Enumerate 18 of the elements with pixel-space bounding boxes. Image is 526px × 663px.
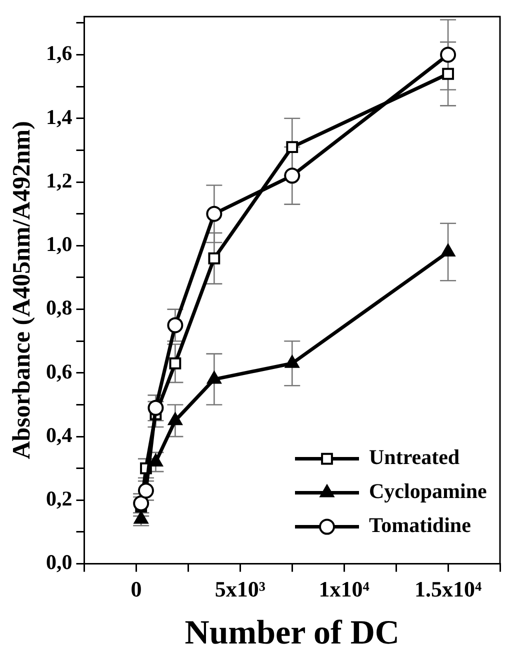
y-tick-label: 0,4 <box>46 422 73 447</box>
x-axis-title: Number of DC <box>184 614 400 652</box>
y-tick-label: 0,2 <box>46 486 72 511</box>
y-tick-label: 1,4 <box>46 104 73 129</box>
y-tick-label: 1,6 <box>46 41 72 66</box>
x-tick-label: 1x10⁴ <box>318 576 370 602</box>
x-tick-label: 1.5x10⁴ <box>414 576 482 602</box>
y-tick-label: 0,8 <box>46 296 72 320</box>
x-tick-label: 5x10³ <box>214 576 266 602</box>
y-tick-label: 0,6 <box>46 359 72 384</box>
x-tick-label: 0 <box>130 576 142 602</box>
y-axis-title: Absorbance (A405nm/A492nm) <box>8 121 36 460</box>
legend-label: Tomatidine <box>369 513 471 538</box>
legend-label: Untreated <box>369 445 460 470</box>
y-tick-label: 1,2 <box>46 168 72 192</box>
legend-label: Cyclopamine <box>369 479 487 504</box>
y-tick-label: 0,0 <box>46 550 72 574</box>
y-tick-label: 1,0 <box>46 232 72 256</box>
